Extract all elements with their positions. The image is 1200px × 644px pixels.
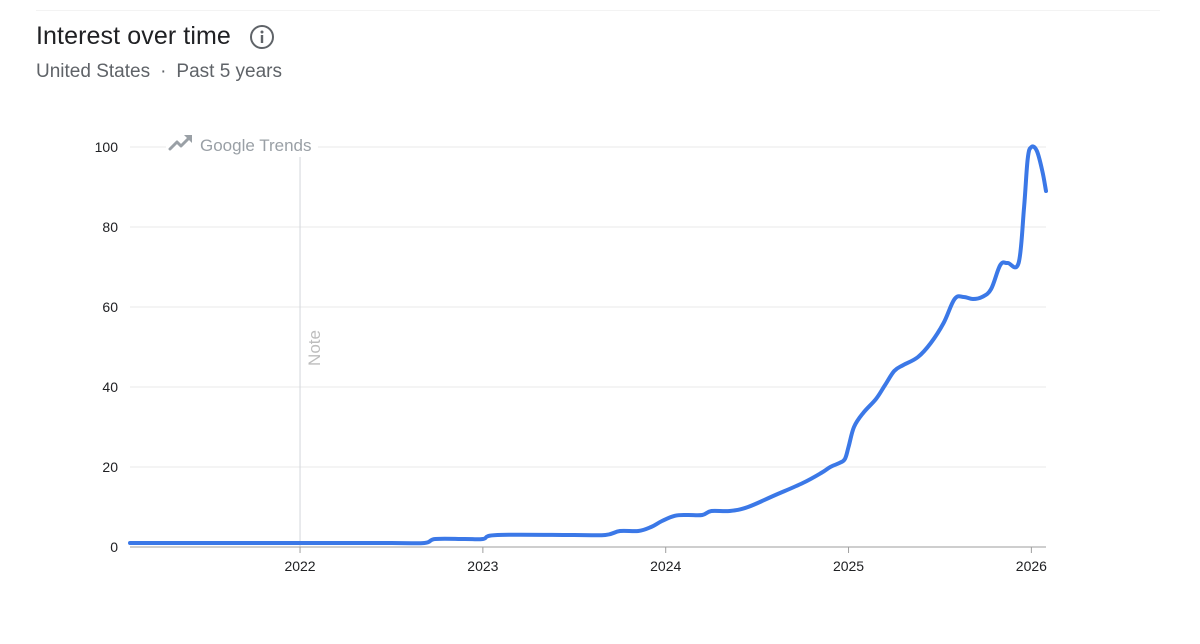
region-label: United States	[36, 61, 151, 82]
watermark-label: Google Trends	[200, 135, 312, 155]
y-tick-label-60: 60	[102, 299, 118, 315]
series-line-0	[128, 144, 1048, 546]
y-tick-label-100: 100	[95, 139, 119, 155]
y-tick-label-0: 0	[110, 539, 118, 555]
title-row: Interest over time	[36, 22, 282, 51]
x-tick-label-2024: 2024	[650, 558, 681, 574]
note-annotation[interactable]: Note	[299, 147, 324, 547]
y-tick-label-40: 40	[102, 379, 118, 395]
x-tick-label-2022: 2022	[284, 558, 315, 574]
y-axis: 0 20 40 60 80 100	[95, 139, 119, 555]
x-tick-label-2023: 2023	[467, 558, 498, 574]
chart-subtitle: United States · Past 5 years	[36, 61, 282, 83]
series-layer	[128, 144, 1048, 546]
note-label: Note	[305, 330, 324, 366]
chart-title: Interest over time	[36, 22, 231, 50]
x-tick-label-2025: 2025	[833, 558, 864, 574]
y-tick-label-80: 80	[102, 219, 118, 235]
period-label: Past 5 years	[176, 61, 283, 82]
info-icon[interactable]	[249, 24, 275, 50]
chart-header: Interest over time United States · Past 5 …	[36, 22, 282, 83]
grid-lines	[130, 146, 1046, 468]
x-tick-label-2026: 2026	[1016, 558, 1047, 574]
google-trends-watermark: Google Trends	[166, 134, 318, 157]
y-tick-label-20: 20	[102, 459, 118, 475]
trending-up-icon	[168, 134, 194, 157]
x-axis: 2022 2023 2024 2025 2026	[130, 546, 1047, 574]
separator: ·	[160, 61, 167, 82]
